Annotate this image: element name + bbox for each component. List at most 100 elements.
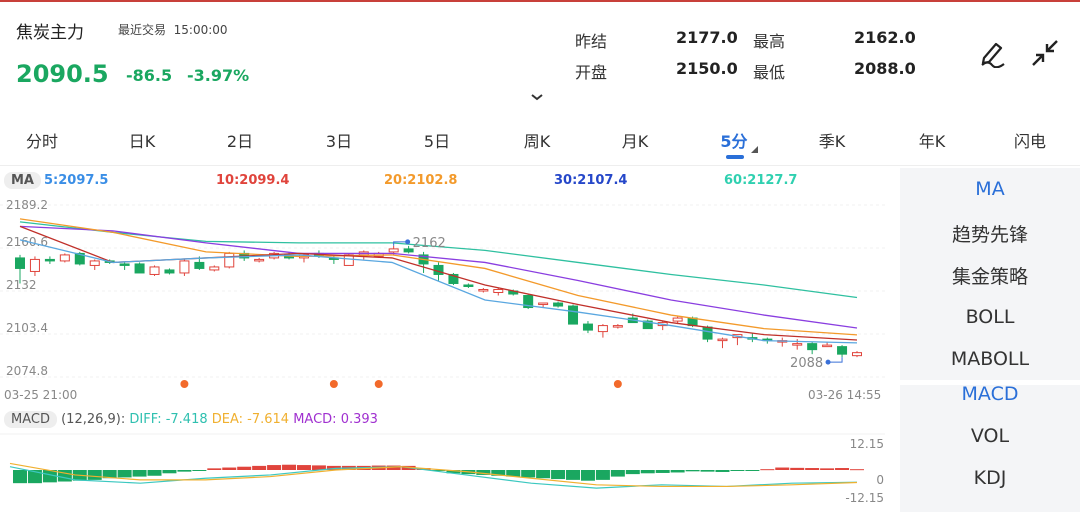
tab-3[interactable]: 3日 bbox=[325, 132, 353, 151]
y-tick-label: 2074.8 bbox=[6, 364, 48, 378]
macd-bar-negative bbox=[476, 470, 491, 475]
indicator-ma[interactable]: MA bbox=[975, 178, 1005, 200]
tab-1[interactable]: 日K bbox=[128, 132, 156, 151]
candle-down bbox=[702, 326, 713, 340]
macd-tick-label: 0 bbox=[876, 473, 884, 487]
macd-bar-positive bbox=[252, 465, 267, 470]
ma-tag[interactable]: MA bbox=[4, 172, 41, 189]
macd-value: MACD: 0.393 bbox=[293, 412, 378, 427]
candle-up bbox=[343, 254, 354, 266]
top-accent-line bbox=[0, 0, 1080, 2]
pen-icon[interactable] bbox=[978, 38, 1008, 68]
macd-params: (12,26,9): bbox=[61, 412, 126, 427]
macd-bar-negative bbox=[700, 470, 715, 472]
macd-bar-positive bbox=[790, 467, 805, 470]
indicator-趋势先锋[interactable]: 趋势先锋 bbox=[951, 224, 1028, 246]
macd-bar-positive bbox=[237, 466, 252, 470]
macd-bar-negative bbox=[162, 470, 177, 474]
candle-down bbox=[403, 248, 414, 253]
indicator-vol[interactable]: VOL bbox=[970, 425, 1010, 447]
ma5-line bbox=[19, 239, 858, 344]
candle-down bbox=[15, 257, 25, 269]
macd-bar-negative bbox=[506, 470, 521, 477]
macd-bar-positive bbox=[820, 468, 835, 470]
high-label: 2162 bbox=[413, 236, 446, 251]
macd-bar-positive bbox=[835, 468, 850, 470]
macd-bar-negative bbox=[446, 470, 461, 474]
ma30-legend: 30:2107.4 bbox=[554, 173, 628, 188]
macd-bar-negative bbox=[147, 470, 162, 476]
macd-bar-positive bbox=[775, 467, 790, 470]
y-tick-label: 2189.2 bbox=[6, 198, 48, 212]
candle-down bbox=[119, 263, 130, 266]
last-trade-label: 最近交易 bbox=[118, 23, 167, 37]
macd-bar-negative bbox=[551, 470, 566, 480]
candle-up bbox=[597, 325, 608, 333]
candle-up bbox=[149, 266, 160, 275]
collapse-icon[interactable] bbox=[1030, 38, 1060, 68]
macd-bar-positive bbox=[805, 468, 820, 470]
macd-bar-negative bbox=[625, 470, 640, 475]
stat-label: 最高 bbox=[753, 32, 786, 51]
macd-diff: DIFF: -7.418 bbox=[129, 412, 208, 427]
macd-bar-negative bbox=[715, 470, 730, 472]
macd-dea: DEA: -7.614 bbox=[211, 412, 290, 427]
stat-value: 2177.0 bbox=[676, 28, 738, 47]
macd-bar-negative bbox=[745, 470, 760, 471]
last-price: 2090.5 bbox=[16, 60, 109, 88]
candle-up bbox=[29, 258, 40, 272]
candle-up bbox=[254, 258, 265, 262]
tab-4[interactable]: 5日 bbox=[423, 132, 451, 151]
macd-tick-label: 12.15 bbox=[850, 437, 884, 451]
indicator-macd[interactable]: MACD bbox=[961, 383, 1019, 405]
ma30-line bbox=[19, 225, 858, 329]
tab-7[interactable]: 5分 bbox=[720, 132, 748, 151]
chevron-down-icon[interactable] bbox=[530, 92, 544, 102]
stat-value: 2162.0 bbox=[854, 28, 916, 47]
candle-up bbox=[179, 260, 190, 274]
tab-10[interactable]: 闪电 bbox=[1013, 132, 1046, 151]
indicator-boll[interactable]: BOLL bbox=[965, 306, 1015, 328]
indicator-集金策略[interactable]: 集金策略 bbox=[951, 266, 1028, 288]
contract-name: 焦炭主力 bbox=[16, 23, 84, 43]
indicator-kdj[interactable]: KDJ bbox=[973, 467, 1007, 489]
ma60-line bbox=[19, 221, 858, 299]
macd-bar-negative bbox=[566, 470, 581, 480]
tab-8[interactable]: 季K bbox=[818, 132, 846, 151]
ma-tag-label: MA bbox=[4, 172, 41, 189]
macd-bar-positive bbox=[267, 465, 282, 470]
candle-up bbox=[612, 325, 623, 328]
macd-bar-positive bbox=[311, 465, 326, 470]
indicator-panel-sub: MACD VOL KDJ bbox=[900, 383, 1080, 512]
dropdown-corner-icon[interactable] bbox=[751, 146, 759, 154]
macd-tag[interactable]: MACD bbox=[4, 411, 57, 428]
macd-bar-negative bbox=[521, 470, 536, 478]
macd-chart[interactable]: 12.15 0 -12.15 bbox=[0, 432, 900, 512]
dea-line bbox=[9, 462, 858, 488]
candle-up bbox=[493, 288, 504, 294]
candle-down bbox=[568, 305, 579, 325]
macd-bar-positive bbox=[222, 467, 237, 470]
macd-bar-positive bbox=[386, 465, 401, 470]
candle-up bbox=[89, 260, 100, 266]
candle-up bbox=[852, 352, 862, 357]
tab-6[interactable]: 月K bbox=[621, 132, 649, 151]
candle-down bbox=[164, 269, 175, 274]
indicator-maboll[interactable]: MABOLL bbox=[950, 348, 1030, 370]
tab-5[interactable]: 周K bbox=[523, 132, 551, 151]
candle-down bbox=[837, 346, 848, 355]
macd-bar-positive bbox=[760, 469, 775, 471]
tab-0[interactable]: 分时 bbox=[25, 132, 58, 151]
macd-bar-negative bbox=[685, 470, 700, 472]
tab-9[interactable]: 年K bbox=[918, 132, 946, 151]
macd-bar-negative bbox=[87, 470, 102, 480]
candle-down bbox=[807, 343, 818, 351]
signal-dot bbox=[180, 380, 189, 388]
ma60-legend: 60:2127.7 bbox=[724, 173, 798, 188]
x-label-start: 03-25 21:00 bbox=[4, 388, 78, 402]
macd-bar-negative bbox=[536, 470, 551, 479]
tab-2[interactable]: 2日 bbox=[226, 132, 254, 151]
macd-bar-negative bbox=[13, 470, 27, 484]
price-change: -86.5 bbox=[126, 66, 173, 85]
